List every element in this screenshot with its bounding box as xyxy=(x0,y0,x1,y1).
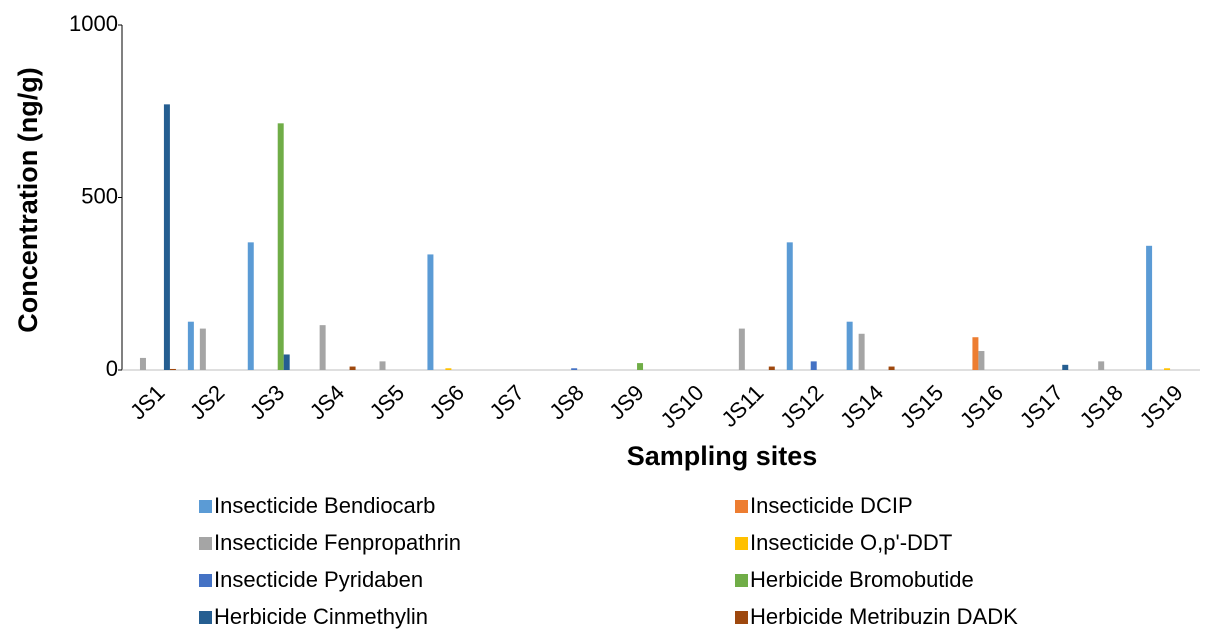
legend-swatch xyxy=(199,537,212,550)
bar xyxy=(637,363,644,370)
legend-label: Insecticide O,p'-DDT xyxy=(750,530,952,555)
bar xyxy=(810,361,817,370)
bar xyxy=(379,361,386,370)
x-tick-label: JS1 xyxy=(125,380,169,424)
x-tick-label: JS16 xyxy=(955,380,1008,433)
bar xyxy=(445,368,452,370)
bar xyxy=(319,325,326,370)
legend-swatch xyxy=(735,500,748,513)
y-tick-label: 1000 xyxy=(69,11,118,36)
x-tick-label: JS19 xyxy=(1135,380,1188,433)
x-tick-label: JS18 xyxy=(1075,380,1128,433)
bar xyxy=(888,366,895,370)
x-tick-label: JS9 xyxy=(604,380,648,424)
legend-swatch xyxy=(199,500,212,513)
x-tick-label: JS14 xyxy=(835,380,888,433)
bar xyxy=(846,321,853,370)
legend-label: Insecticide Pyridaben xyxy=(214,567,423,592)
x-tick-label: JS7 xyxy=(484,380,528,424)
x-tick-label: JS2 xyxy=(185,380,229,424)
y-tick-label: 500 xyxy=(81,183,118,208)
x-tick-label: JS10 xyxy=(655,380,708,433)
legend-label: Herbicide Metribuzin DADK xyxy=(750,604,1018,629)
legend-label: Herbicide Bromobutide xyxy=(750,567,974,592)
bar xyxy=(349,366,356,370)
legend-swatch xyxy=(735,611,748,624)
y-tick-label: 0 xyxy=(106,356,118,381)
x-tick-label: JS17 xyxy=(1015,380,1068,433)
bar xyxy=(768,366,775,370)
x-axis-title: Sampling sites xyxy=(627,441,818,471)
bar xyxy=(247,242,254,370)
x-tick-label: JS3 xyxy=(245,380,289,424)
bar xyxy=(199,328,206,370)
legend-label: Insecticide Bendiocarb xyxy=(214,493,435,518)
legend-label: Insecticide DCIP xyxy=(750,493,913,518)
bar xyxy=(972,337,979,370)
bar xyxy=(858,333,865,370)
bar xyxy=(169,368,176,370)
x-tick-label: JS5 xyxy=(365,380,409,424)
bar xyxy=(1062,364,1069,370)
x-tick-label: JS12 xyxy=(775,380,828,433)
bar xyxy=(1146,245,1153,370)
bar xyxy=(163,104,170,370)
bar xyxy=(427,254,434,370)
bar xyxy=(1098,361,1105,370)
bar xyxy=(187,321,194,370)
bar xyxy=(1164,368,1171,370)
bar xyxy=(786,242,793,370)
x-tick-label: JS8 xyxy=(544,380,588,424)
legend-swatch xyxy=(199,574,212,587)
x-tick-label: JS4 xyxy=(305,380,349,424)
y-axis-title: Concentration (ng/g) xyxy=(13,67,43,332)
bar xyxy=(277,123,284,370)
bar xyxy=(139,357,146,370)
x-tick-label: JS11 xyxy=(716,380,768,432)
legend-swatch xyxy=(735,574,748,587)
legend-swatch xyxy=(735,537,748,550)
bar xyxy=(738,328,745,370)
bar xyxy=(571,368,578,370)
bar xyxy=(283,354,290,370)
x-tick-label: JS15 xyxy=(895,380,948,433)
legend-label: Herbicide Cinmethylin xyxy=(214,604,428,629)
x-tick-label: JS6 xyxy=(425,380,469,424)
legend-label: Insecticide Fenpropathrin xyxy=(214,530,461,555)
bar xyxy=(978,351,985,370)
legend-swatch xyxy=(199,611,212,624)
